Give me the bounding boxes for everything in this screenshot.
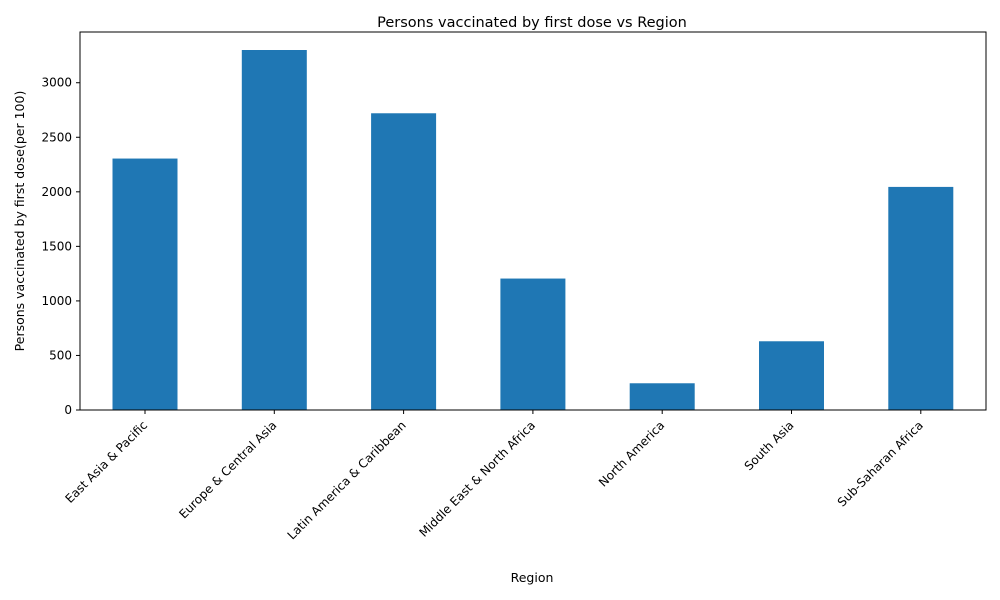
- y-tick-label: 1000: [41, 294, 72, 308]
- y-tick-label: 1500: [41, 239, 72, 253]
- x-axis-label: Region: [511, 570, 554, 585]
- x-tick-label: Latin America & Caribbean: [285, 418, 409, 542]
- chart-title: Persons vaccinated by first dose vs Regi…: [377, 15, 687, 31]
- y-tick-label: 0: [64, 403, 72, 417]
- x-tick-label: South Asia: [742, 418, 797, 473]
- bar-east-asia-and-pacific: [112, 158, 178, 410]
- bar-sub-saharan-africa: [888, 186, 954, 410]
- x-tick-label: Europe & Central Asia: [176, 418, 279, 521]
- y-tick-label: 3000: [41, 76, 72, 90]
- bar-europe-and-central-asia: [241, 50, 307, 410]
- y-axis-label: Persons vaccinated by first dose(per 100…: [12, 91, 27, 352]
- bar-south-asia: [759, 341, 824, 410]
- bar-middle-east-and-north-africa: [500, 278, 566, 410]
- y-tick-label: 2000: [41, 185, 72, 199]
- x-tick-label: East Asia & Pacific: [62, 418, 150, 506]
- y-tick-label: 2500: [41, 130, 72, 144]
- y-tick-label: 500: [49, 348, 72, 362]
- x-tick-label: Middle East & North Africa: [416, 418, 538, 540]
- bars: [112, 50, 954, 411]
- x-tick-label: Sub-Saharan Africa: [835, 418, 926, 509]
- bar-latin-america-and-caribbean: [371, 113, 437, 411]
- x-axis-ticks: East Asia & Pacific Europe & Central Asia…: [62, 410, 926, 542]
- x-tick-label: North America: [596, 418, 667, 489]
- bar-north-america: [629, 383, 695, 410]
- y-axis-ticks: 0 500 1000 1500 2000 2500 3000: [41, 76, 80, 417]
